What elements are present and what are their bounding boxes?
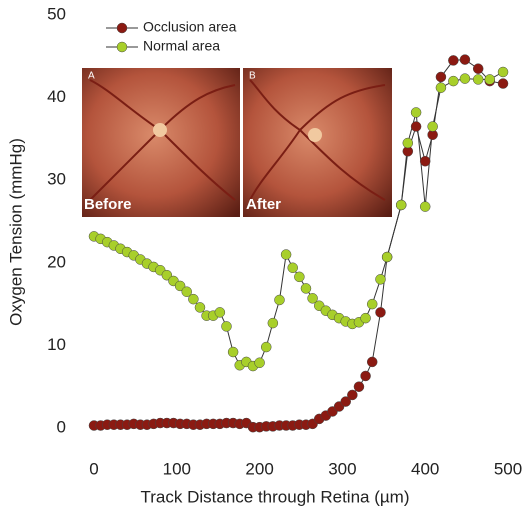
data-point — [360, 370, 371, 382]
data-point — [188, 293, 199, 305]
data-point — [435, 82, 447, 93]
legend-label: Normal area — [143, 38, 220, 54]
x-axis-title: Track Distance through Retina (µm) — [141, 487, 410, 506]
photo-letter: A — [88, 71, 95, 82]
optic-disc — [153, 123, 167, 137]
data-point — [410, 121, 422, 132]
data-point — [497, 66, 509, 78]
data-point — [459, 54, 471, 65]
data-point — [427, 121, 438, 132]
data-point — [280, 249, 292, 260]
data-point — [435, 71, 447, 83]
data-point — [287, 262, 298, 274]
data-point — [267, 317, 279, 329]
data-point — [353, 381, 365, 392]
data-point — [497, 78, 509, 89]
data-point — [181, 286, 192, 297]
data-point — [294, 271, 305, 283]
data-point — [410, 107, 422, 118]
data-point — [340, 396, 351, 407]
data-point — [395, 199, 407, 211]
data-point — [472, 63, 484, 74]
data-point — [375, 274, 386, 285]
y-tick-label: 40 — [47, 87, 66, 106]
inset-photos: A B Before After — [82, 68, 392, 217]
data-point — [360, 312, 371, 324]
data-point — [300, 283, 312, 294]
x-tick-label: 400 — [411, 459, 439, 478]
data-point — [402, 137, 414, 149]
x-tick-label: 200 — [245, 459, 273, 478]
y-tick-label: 10 — [47, 335, 66, 354]
data-point — [221, 321, 232, 332]
data-point — [419, 201, 431, 212]
photo-label: Before — [84, 196, 132, 213]
data-point — [307, 293, 318, 304]
data-point — [366, 298, 378, 310]
data-point — [448, 55, 459, 66]
x-tick-label: 100 — [163, 459, 191, 478]
y-axis-title: Oxygen Tension (mmHg) — [6, 138, 25, 326]
legend: Occlusion area Normal area — [106, 19, 237, 54]
y-tick-label: 0 — [57, 417, 66, 436]
photo-letter: B — [249, 71, 256, 82]
data-point — [274, 294, 285, 306]
vessels — [249, 79, 386, 201]
data-point — [227, 346, 239, 358]
data-point — [459, 73, 471, 84]
data-point — [194, 302, 206, 313]
data-point — [448, 75, 459, 87]
optic-disc — [308, 128, 322, 142]
vessels — [89, 79, 236, 201]
x-tick-label: 0 — [89, 459, 98, 478]
y-tick-label: 30 — [47, 170, 66, 189]
data-point — [161, 269, 173, 281]
legend-marker — [116, 22, 128, 34]
y-tick-label: 20 — [47, 252, 66, 271]
data-point — [347, 389, 358, 401]
data-point — [419, 155, 431, 167]
data-point — [174, 280, 186, 292]
data-point — [381, 251, 393, 263]
x-tick-label: 500 — [494, 459, 522, 478]
data-point — [254, 357, 265, 368]
data-point — [472, 74, 484, 85]
legend-marker — [116, 41, 128, 53]
y-tick-label: 50 — [47, 4, 66, 23]
photo-label: After — [246, 196, 281, 213]
photo-after — [243, 68, 392, 217]
legend-label: Occlusion area — [143, 19, 237, 35]
data-point — [375, 307, 386, 318]
data-point — [484, 74, 496, 85]
data-point — [260, 341, 272, 353]
x-tick-label: 300 — [328, 459, 356, 478]
data-point — [366, 356, 378, 368]
data-point — [214, 307, 226, 318]
